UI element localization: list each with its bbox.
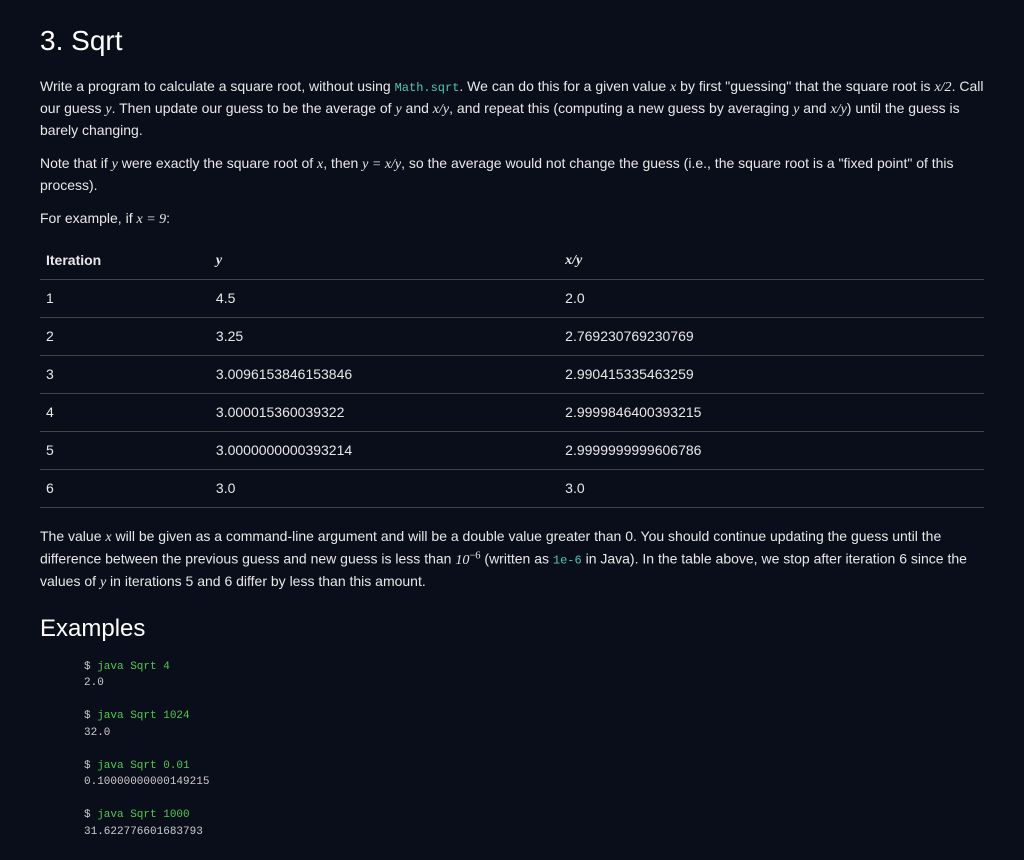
math-xy: x/y [433,102,449,117]
ex-cmd: java Sqrt 1000 [97,809,189,821]
section-number: 3. [40,25,63,56]
table-row: 6 3.0 3.0 [40,470,984,508]
cell-xy: 2.769230769230769 [559,318,984,356]
p2-text-a: Note that if [40,155,112,171]
p3-text-b: : [166,210,170,226]
p1-text-a: Write a program to calculate a square ro… [40,78,395,94]
one-e-neg6-code: 1e-6 [553,554,582,568]
ex-prompt: $ [84,661,97,673]
p2-text-c: , then [323,155,362,171]
cell-xy: 2.9999999999606786 [559,432,984,470]
math-ten-base: 10 [455,553,469,568]
examples-heading: Examples [40,611,984,647]
table-row: 5 3.0000000000393214 2.9999999999606786 [40,432,984,470]
cell-y: 3.25 [210,318,559,356]
ex-prompt: $ [84,809,97,821]
ex-cmd: java Sqrt 1024 [97,710,189,722]
paragraph-3: For example, if x = 9: [40,208,984,230]
ex-out: 31.622776601683793 [84,826,203,838]
ex-out: 0.10000000000149215 [84,776,209,788]
cell-xy: 2.990415335463259 [559,356,984,394]
table-row: 2 3.25 2.769230769230769 [40,318,984,356]
p1-text-g: , and repeat this (computing a new guess… [449,100,793,116]
cell-xy: 3.0 [559,470,984,508]
math-sqrt-code: Math.sqrt [395,81,460,95]
table-row: 1 4.5 2.0 [40,280,984,318]
p4-text-e: in iterations 5 and 6 differ by less tha… [106,573,426,589]
ex-cmd: java Sqrt 4 [97,661,170,673]
cell-y: 3.0000000000393214 [210,432,559,470]
cell-xy: 2.9999846400393215 [559,394,984,432]
table-row: 3 3.0096153846153846 2.990415335463259 [40,356,984,394]
cell-xy: 2.0 [559,280,984,318]
paragraph-2: Note that if y were exactly the square r… [40,153,984,196]
p1-text-c: by first "guessing" that the square root… [676,78,934,94]
p1-text-f: and [402,100,433,116]
math-ten-neg6: 10−6 [455,553,480,568]
ex-cmd: java Sqrt 0.01 [97,760,189,772]
math-xy-2: x/y [830,102,846,117]
cell-iter: 2 [40,318,210,356]
p1-text-h: and [799,100,830,116]
cell-iter: 1 [40,280,210,318]
table-header-row: Iteration y x/y [40,242,984,280]
p1-text-e: . Then update our guess to be the averag… [112,100,396,116]
cell-y: 3.0 [210,470,559,508]
paragraph-1: Write a program to calculate a square ro… [40,76,984,141]
iteration-table: Iteration y x/y 1 4.5 2.0 2 3.25 2.76923… [40,242,984,508]
th-iteration: Iteration [40,242,210,280]
p2-text-b: were exactly the square root of [118,155,317,171]
cell-y: 4.5 [210,280,559,318]
math-x-over-2: x/2 [934,80,951,95]
th-xy: x/y [559,242,984,280]
p1-text-b: . We can do this for a given value [459,78,670,94]
section-title-text: Sqrt [71,25,122,56]
math-yeqxy: y = x/y [362,157,401,172]
ex-out: 32.0 [84,727,110,739]
table-row: 4 3.000015360039322 2.9999846400393215 [40,394,984,432]
cell-iter: 6 [40,470,210,508]
math-xeq9: x = 9 [136,212,166,227]
cell-iter: 3 [40,356,210,394]
cell-y: 3.0096153846153846 [210,356,559,394]
cell-iter: 4 [40,394,210,432]
example-block: $ java Sqrt 4 2.0 $ java Sqrt 1024 32.0 … [84,659,984,841]
p4-text-c: (written as [481,551,553,567]
p3-text-a: For example, if [40,210,136,226]
math-ten-exp: −6 [469,550,480,561]
th-y: y [210,242,559,280]
p4-text-a: The value [40,528,105,544]
cell-iter: 5 [40,432,210,470]
ex-prompt: $ [84,710,97,722]
section-heading: 3. Sqrt [40,20,984,62]
ex-out: 2.0 [84,677,104,689]
cell-y: 3.000015360039322 [210,394,559,432]
paragraph-4: The value x will be given as a command-l… [40,526,984,593]
ex-prompt: $ [84,760,97,772]
